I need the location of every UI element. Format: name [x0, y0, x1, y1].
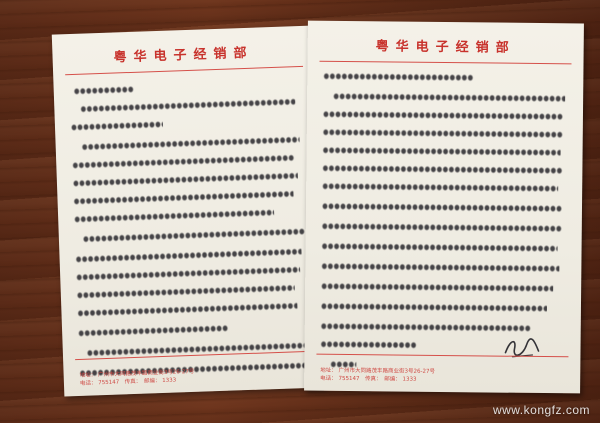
- letterhead-title: 粤华电子经销部: [375, 39, 516, 56]
- handwritten-line: [81, 136, 300, 152]
- letterhead-rule: [65, 65, 304, 76]
- handwritten-line: [321, 282, 554, 294]
- handwritten-line: [75, 248, 302, 264]
- handwritten-line: [73, 190, 294, 207]
- handwritten-line: [74, 209, 275, 225]
- handwritten-line: [70, 120, 164, 133]
- handwritten-line: [72, 172, 298, 189]
- handwritten-body-right: [320, 72, 570, 370]
- handwritten-line: [320, 322, 531, 333]
- handwritten-line: [322, 128, 563, 140]
- handwritten-line: [76, 284, 295, 300]
- letter-sheet-left: 粤华电子经销部 地址： 广州市大同路茂丰路商业街3号26-27号 电话： 755…: [51, 25, 327, 397]
- handwritten-line: [322, 164, 563, 176]
- handwritten-line: [72, 154, 295, 171]
- letter-sheet-right: 粤华电子经销部 地址： 广州市大同路茂丰路商业街3号26-27号 电话： 755…: [304, 20, 584, 394]
- handwritten-line: [321, 202, 563, 214]
- footer-phone: 电话： 755147 传真： 邮编： 1333: [320, 375, 417, 383]
- signature-mark: [504, 338, 540, 358]
- letterhead-footer: 地址： 广州市大同路茂丰路商业街3号26-27号 电话： 755147 传真： …: [320, 367, 568, 386]
- handwritten-line: [333, 92, 566, 104]
- handwritten-line: [78, 324, 229, 338]
- handwritten-line: [76, 266, 301, 282]
- handwritten-line: [82, 227, 305, 244]
- handwritten-body-left: [70, 78, 311, 378]
- handwritten-line: [322, 146, 561, 158]
- handwritten-line: [321, 242, 558, 254]
- handwritten-line: [320, 340, 417, 350]
- letterhead-rule: [319, 60, 572, 65]
- handwritten-line: [321, 262, 560, 274]
- handwritten-line: [322, 110, 563, 122]
- handwritten-line: [320, 302, 547, 314]
- watermark: www.kongfz.com: [492, 403, 590, 417]
- handwritten-line: [322, 182, 559, 194]
- letterhead-footer: 地址： 广州市大同路茂丰路商业街3号26-27号 电话： 755147 传真： …: [80, 364, 314, 388]
- handwritten-line: [77, 302, 298, 318]
- handwritten-line: [321, 222, 562, 234]
- handwritten-line: [80, 98, 296, 114]
- handwritten-line: [73, 85, 134, 96]
- handwritten-line: [323, 72, 474, 83]
- letterhead-title: 粤华电子经销部: [113, 45, 254, 66]
